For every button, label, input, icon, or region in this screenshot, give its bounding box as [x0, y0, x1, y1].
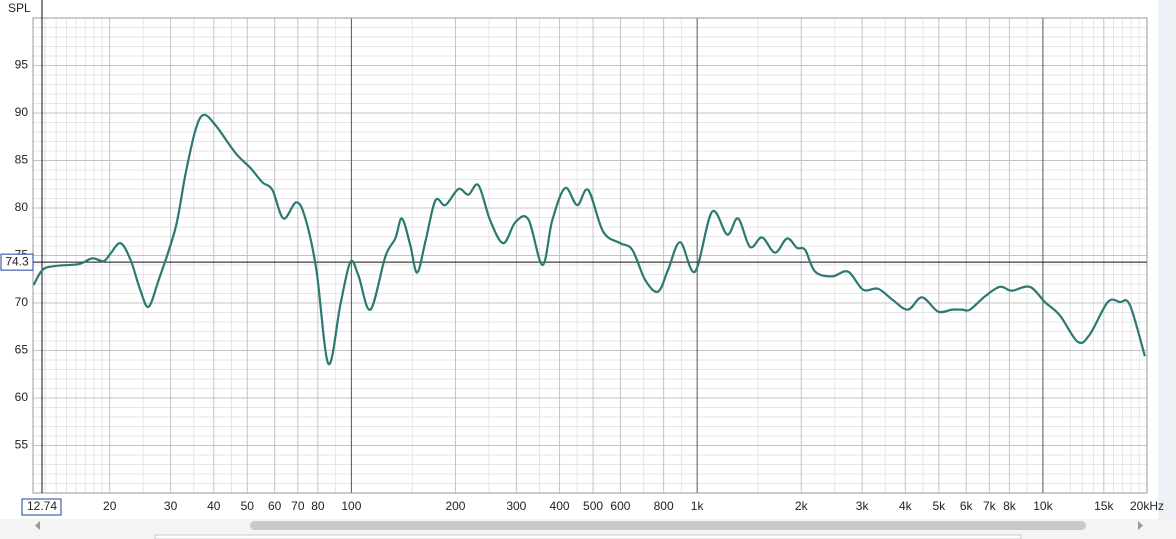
x-tick-label: 7k	[983, 499, 997, 513]
x-tick-label: 20kHz	[1130, 499, 1164, 513]
y-tick-label: 70	[15, 295, 29, 309]
y-tick-label: 55	[15, 438, 29, 452]
x-tick-label: 60	[268, 499, 282, 513]
x-tick-label: 15k	[1094, 499, 1114, 513]
y-tick-label: 90	[15, 105, 29, 119]
x-tick-label: 300	[506, 499, 526, 513]
x-tick-label: 800	[654, 499, 674, 513]
x-tick-label: 200	[445, 499, 465, 513]
x-tick-label: 50	[241, 499, 255, 513]
y-tick-label: 60	[15, 390, 29, 404]
x-tick-label: 70	[291, 499, 305, 513]
y-tick-label: 80	[15, 200, 29, 214]
x-tick-label: 20	[103, 499, 117, 513]
scroll-right[interactable]	[1138, 521, 1143, 530]
scroll-left[interactable]	[35, 521, 40, 530]
y-tick-label: 65	[15, 343, 29, 357]
x-tick-label: 30	[164, 499, 178, 513]
cursor-y-label: 74.3	[5, 254, 29, 268]
grid	[33, 18, 1148, 493]
response-curve	[32, 113, 1146, 365]
x-tick-label: 600	[610, 499, 630, 513]
x-tick-label: 1k	[691, 499, 705, 513]
x-tick-label: 4k	[899, 499, 913, 513]
status-bar	[154, 534, 1022, 539]
x-tick-label: 40	[207, 499, 221, 513]
side-strip	[1158, 0, 1176, 520]
y-tick-label: 95	[15, 58, 29, 72]
x-tick-label: 10k	[1033, 499, 1053, 513]
x-tick-label: 8k	[1003, 499, 1017, 513]
x-tick-label: 500	[583, 499, 603, 513]
cursor-y-box	[0, 253, 34, 271]
x-tick-label: 3k	[856, 499, 870, 513]
scrollbar-thumb[interactable]	[250, 521, 1086, 530]
y-axis-label: SPL	[8, 1, 31, 15]
x-tick-label: 100	[341, 499, 361, 513]
y-tick-label: 85	[15, 153, 29, 167]
cursor-x-label: 12.74	[27, 499, 57, 513]
x-tick-label: 5k	[932, 499, 946, 513]
x-tick-label: 2k	[795, 499, 809, 513]
x-tick-label: 80	[311, 499, 325, 513]
x-tick-label: 6k	[960, 499, 974, 513]
cursor-x-box	[21, 498, 62, 516]
x-tick-label: 400	[550, 499, 570, 513]
